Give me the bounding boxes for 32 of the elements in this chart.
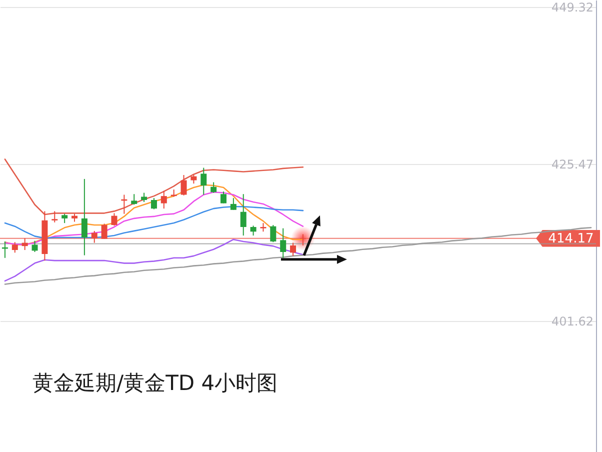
candlestick [210,182,217,194]
candlestick [52,210,58,223]
text: 黄金延期/黄金TD 4小时图 [32,371,278,395]
candlestick [160,190,167,210]
candlestick [240,194,246,236]
candlestick [250,225,256,236]
candlestick [101,223,108,240]
y-tick-label: 449.32 [552,0,594,15]
candlestick [62,213,68,224]
ref-line-label: 414.17 [548,231,594,246]
candlestick [131,194,138,206]
candlestick [180,174,187,196]
candlestick [32,240,38,252]
candlestick [12,242,18,254]
candlestick [22,238,28,251]
candlestick [81,178,88,256]
candlestick [200,167,207,196]
y-tick-label: 401.62 [552,314,594,328]
candlestick [230,198,236,210]
candlestick [280,228,286,258]
candlestick [150,198,157,210]
candlestick [220,190,226,204]
candlestick [91,230,98,244]
candlestick [111,212,118,226]
candlestick [270,224,276,243]
line-series [4,226,592,285]
line-series [4,238,304,282]
candlestick [141,192,148,202]
y-tick-label: 425.47 [552,158,594,172]
candlestick [300,234,306,246]
line-series [4,158,304,216]
candlestick [290,242,296,256]
